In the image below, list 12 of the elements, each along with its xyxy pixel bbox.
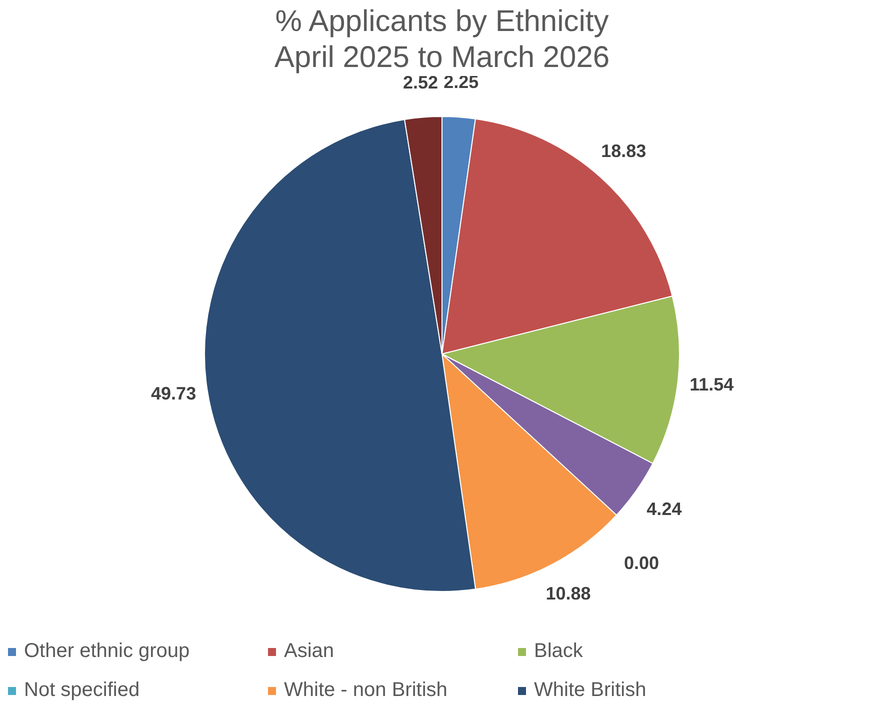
- data-label: 49.73: [151, 384, 196, 404]
- data-label: 18.83: [601, 141, 646, 162]
- legend-label: Not specified: [24, 679, 140, 702]
- data-label: 11.54: [690, 374, 734, 394]
- legend-label: White British: [534, 679, 646, 702]
- legend-label: Asian: [284, 640, 334, 663]
- data-label: 10.88: [546, 583, 591, 604]
- legend-label: White - non British: [284, 679, 448, 702]
- text: 0.00: [624, 553, 660, 574]
- data-label: 4.24: [646, 498, 682, 519]
- legend-label: Black: [534, 640, 583, 663]
- legend-label: Other ethnic group: [24, 640, 190, 663]
